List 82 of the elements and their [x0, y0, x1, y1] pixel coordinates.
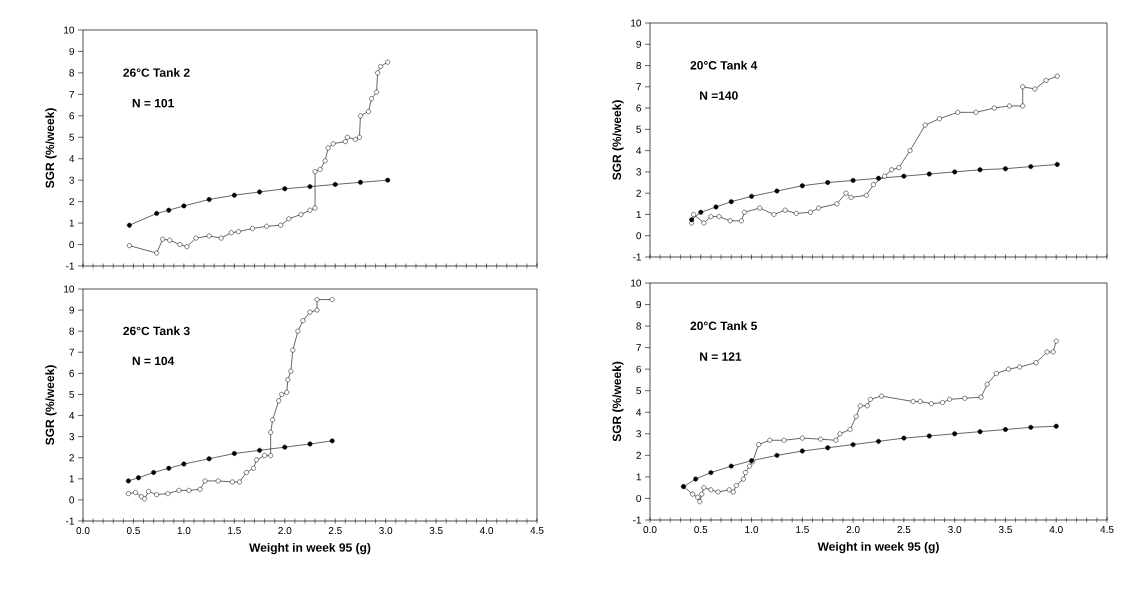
- x-tick-label: 4.5: [530, 527, 544, 534]
- annotation: 26°C Tank 3: [123, 326, 190, 336]
- y-tick-label: 4: [636, 408, 642, 416]
- y-tick-label: 7: [636, 83, 641, 91]
- y-tick-label: 3: [636, 430, 642, 438]
- y-tick-label: 9: [636, 301, 642, 309]
- y-tick-label: 3: [69, 176, 75, 184]
- x-tick-label: 4.0: [1049, 526, 1063, 534]
- y-tick-label: 6: [636, 365, 642, 373]
- y-tick-label: 3: [69, 433, 75, 441]
- y-tick-label: 1: [636, 211, 641, 218]
- y-tick-label: 1: [69, 219, 74, 227]
- x-tick-label: 2.5: [897, 526, 911, 534]
- y-tick-label: 0: [69, 241, 75, 249]
- y-tick-label: 0: [69, 496, 75, 504]
- x-tick-label: 0.0: [76, 527, 90, 535]
- y-tick-label: 6: [636, 104, 642, 112]
- y-tick-label: 4: [69, 155, 75, 163]
- x-tick-label: 4.5: [1100, 526, 1114, 533]
- x-axis-title: Weight in week 95 (g): [249, 542, 371, 555]
- annotation: 20°C Tank 4: [690, 60, 758, 70]
- x-tick-label: 3.5: [998, 526, 1012, 534]
- y-tick-label: -1: [66, 517, 74, 525]
- y-axis-title: SGR (%/week): [45, 108, 57, 188]
- x-axis-title: Weight in week 95 (g): [817, 541, 939, 554]
- y-tick-label: 5: [636, 387, 642, 395]
- x-tick-label: 1.5: [796, 526, 809, 533]
- x-tick-label: 1.0: [745, 526, 759, 534]
- y-tick-label: 6: [69, 112, 75, 120]
- y-tick-label: 7: [69, 348, 74, 356]
- y-tick-label: 2: [636, 189, 641, 197]
- x-tick-label: 0.5: [126, 527, 140, 535]
- y-tick-label: 9: [69, 47, 75, 55]
- y-tick-label: 0: [636, 232, 642, 240]
- y-tick-label: 10: [631, 19, 642, 27]
- x-tick-label: 3.5: [429, 527, 443, 535]
- annotation: 20°C Tank 5: [690, 321, 758, 331]
- y-tick-label: 8: [636, 322, 642, 330]
- y-tick-label: -1: [633, 253, 641, 261]
- y-tick-label: 9: [69, 306, 75, 314]
- x-tick-label: 2.0: [846, 526, 860, 534]
- y-axis-title: SGR (%/week): [612, 361, 624, 442]
- x-tick-label: 3.0: [948, 526, 962, 534]
- y-tick-label: 5: [69, 390, 75, 398]
- annotation: 26°C Tank 2: [123, 68, 190, 77]
- y-axis-title: SGR (%/week): [612, 100, 624, 180]
- y-tick-label: 10: [64, 285, 75, 293]
- y-tick-label: 1: [69, 475, 74, 483]
- annotation: N = 101: [132, 98, 174, 108]
- y-tick-label: 3: [636, 168, 642, 176]
- x-tick-label: 3.0: [379, 527, 393, 535]
- y-tick-label: 0: [636, 494, 642, 502]
- y-tick-label: 1: [636, 473, 641, 481]
- y-tick-label: -1: [633, 516, 641, 524]
- y-tick-label: 6: [69, 369, 75, 377]
- y-tick-label: 2: [636, 451, 641, 459]
- y-tick-label: 2: [69, 198, 74, 206]
- y-tick-label: 4: [636, 147, 642, 155]
- y-tick-label: 8: [69, 69, 75, 77]
- y-tick-label: 2: [69, 454, 74, 462]
- y-tick-label: 10: [631, 279, 642, 287]
- x-tick-label: 1.5: [228, 527, 241, 534]
- y-tick-label: -1: [66, 262, 74, 270]
- x-tick-label: 4.0: [479, 527, 494, 535]
- x-tick-label: 2.5: [328, 527, 342, 535]
- y-tick-label: 5: [69, 133, 75, 141]
- annotation: N =140: [700, 91, 738, 100]
- y-tick-label: 7: [636, 344, 641, 352]
- annotation: N = 121: [700, 352, 742, 361]
- y-tick-label: 7: [69, 90, 74, 98]
- y-tick-label: 5: [636, 125, 642, 133]
- x-tick-label: 0.0: [643, 526, 657, 534]
- y-tick-label: 8: [69, 327, 75, 335]
- x-tick-label: 0.5: [694, 526, 708, 534]
- y-tick-label: 9: [636, 40, 642, 48]
- y-tick-label: 4: [69, 412, 75, 419]
- y-axis-title: SGR (%/week): [45, 365, 57, 445]
- y-tick-label: 10: [64, 26, 75, 34]
- annotation: N = 104: [132, 356, 175, 366]
- x-tick-label: 2.0: [278, 527, 292, 535]
- y-tick-label: 8: [636, 62, 642, 70]
- x-tick-label: 1.0: [177, 527, 191, 535]
